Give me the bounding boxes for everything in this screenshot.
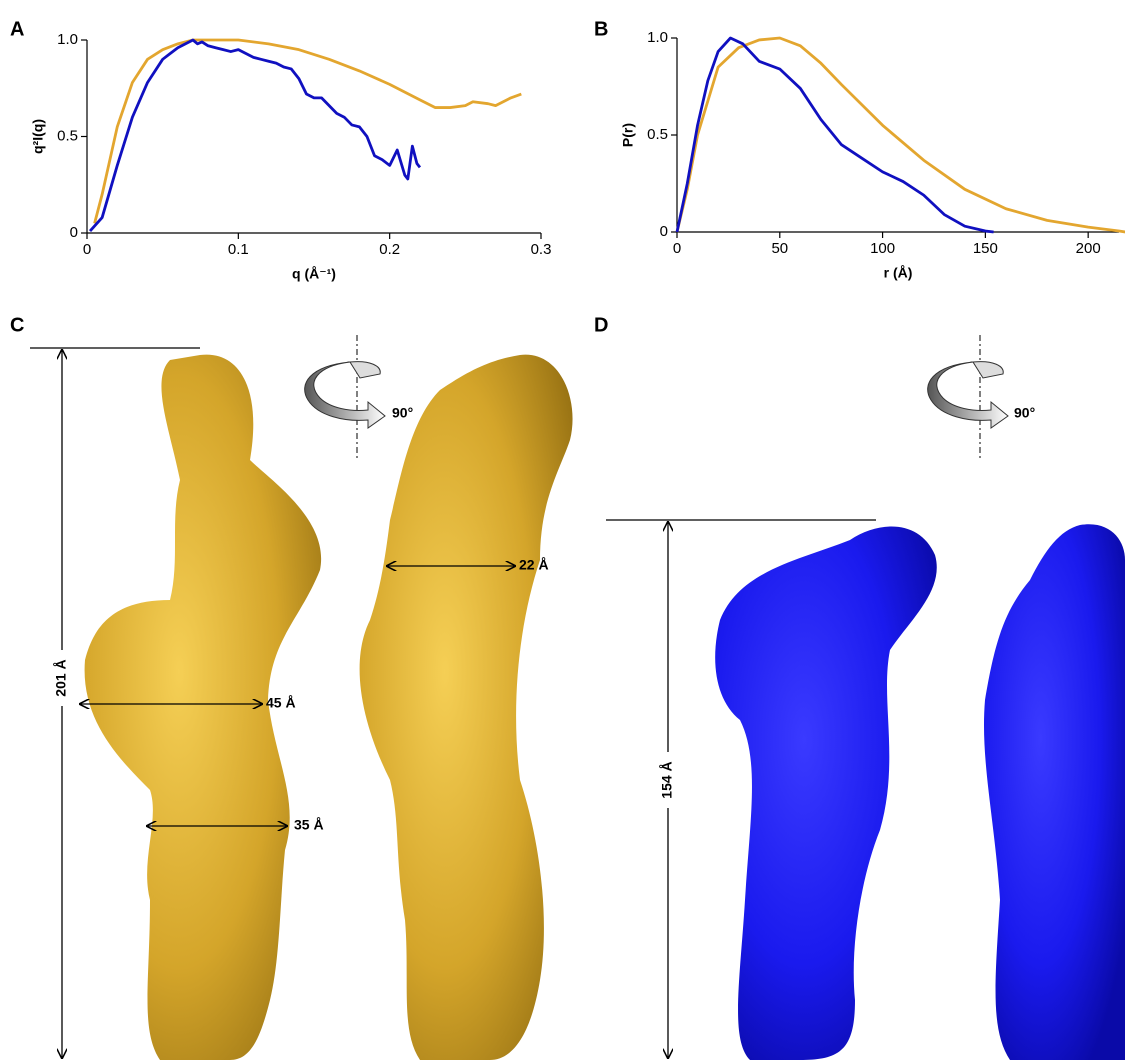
panel-label: B	[594, 18, 608, 40]
y-tick-label: 1.0	[57, 31, 78, 48]
x-tick-label: 0.2	[379, 241, 400, 258]
y-tick-label: 0	[660, 223, 668, 240]
figure: A B C D 201 Å 45 Å 35 Å 22 Å 90° 154 Å 9…	[0, 0, 1125, 1060]
x-tick-label: 0.3	[531, 241, 552, 258]
rotation-icon	[305, 335, 385, 458]
x-tick-label: 0	[83, 241, 91, 258]
dimension-label: 35 Å	[294, 817, 324, 833]
model-shape	[715, 526, 937, 1060]
panel-label: A	[10, 18, 24, 40]
x-axis-label: r (Å)	[884, 265, 913, 281]
rotation-icon	[928, 335, 1008, 458]
model-shape	[360, 355, 573, 1060]
dimension-label: 22 Å	[519, 557, 549, 573]
data-line	[677, 38, 1125, 232]
dimension-label: 201 Å	[53, 659, 69, 696]
dimension-label: 45 Å	[266, 695, 296, 711]
x-axis-label: q (Å⁻¹)	[292, 266, 336, 282]
data-line	[677, 38, 994, 232]
x-tick-label: 200	[1076, 240, 1101, 257]
y-tick-label: 1.0	[647, 29, 668, 46]
y-tick-label: 0.5	[57, 127, 78, 144]
x-tick-label: 0.1	[228, 241, 249, 258]
y-axis-label: q²I(q)	[30, 119, 46, 154]
x-tick-label: 150	[973, 240, 998, 257]
y-tick-label: 0	[70, 224, 78, 241]
data-line	[90, 40, 420, 231]
panel-label: D	[594, 314, 608, 336]
y-tick-label: 0.5	[647, 126, 668, 143]
model-shape	[984, 524, 1125, 1060]
rotation-label: 90°	[392, 405, 413, 421]
x-tick-label: 0	[673, 240, 681, 257]
rotation-label: 90°	[1014, 405, 1035, 421]
x-tick-label: 50	[771, 240, 788, 257]
dimension-label: 154 Å	[659, 761, 675, 798]
x-tick-label: 100	[870, 240, 895, 257]
y-axis-label: P(r)	[620, 123, 636, 147]
panel-label: C	[10, 314, 24, 336]
